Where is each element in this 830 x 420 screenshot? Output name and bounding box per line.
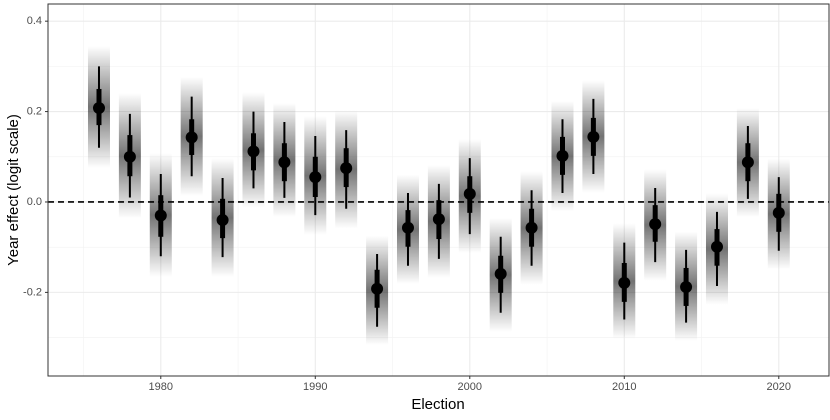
point bbox=[587, 130, 600, 143]
x-tick-label: 1980 bbox=[149, 381, 173, 393]
point bbox=[741, 156, 754, 169]
point bbox=[92, 101, 105, 114]
point bbox=[463, 187, 476, 200]
point bbox=[216, 214, 229, 227]
point bbox=[278, 156, 291, 169]
y-axis-label: Year effect (logit scale) bbox=[5, 114, 22, 266]
point bbox=[494, 267, 507, 280]
point bbox=[371, 282, 384, 295]
x-tick-label: 2000 bbox=[458, 381, 482, 393]
point bbox=[556, 149, 569, 162]
x-axis-label: Election bbox=[411, 396, 464, 413]
y-tick-label: 0.2 bbox=[27, 105, 42, 117]
point bbox=[618, 276, 631, 289]
x-tick-label: 2010 bbox=[612, 381, 636, 393]
y-tick-label: -0.2 bbox=[23, 286, 42, 298]
point bbox=[309, 171, 322, 184]
point bbox=[432, 213, 445, 226]
point bbox=[401, 221, 414, 234]
point bbox=[123, 150, 136, 163]
point bbox=[154, 209, 167, 222]
x-tick-label: 2020 bbox=[767, 381, 791, 393]
point bbox=[185, 131, 198, 144]
point bbox=[525, 221, 538, 234]
point bbox=[340, 162, 353, 175]
y-tick-label: 0.4 bbox=[27, 15, 42, 27]
x-tick-label: 1990 bbox=[303, 381, 327, 393]
point bbox=[247, 145, 260, 158]
point bbox=[680, 280, 693, 293]
y-tick-label: 0.0 bbox=[27, 196, 42, 208]
point bbox=[710, 240, 723, 253]
panel-border bbox=[47, 3, 830, 377]
point bbox=[649, 218, 662, 231]
point bbox=[772, 206, 785, 219]
